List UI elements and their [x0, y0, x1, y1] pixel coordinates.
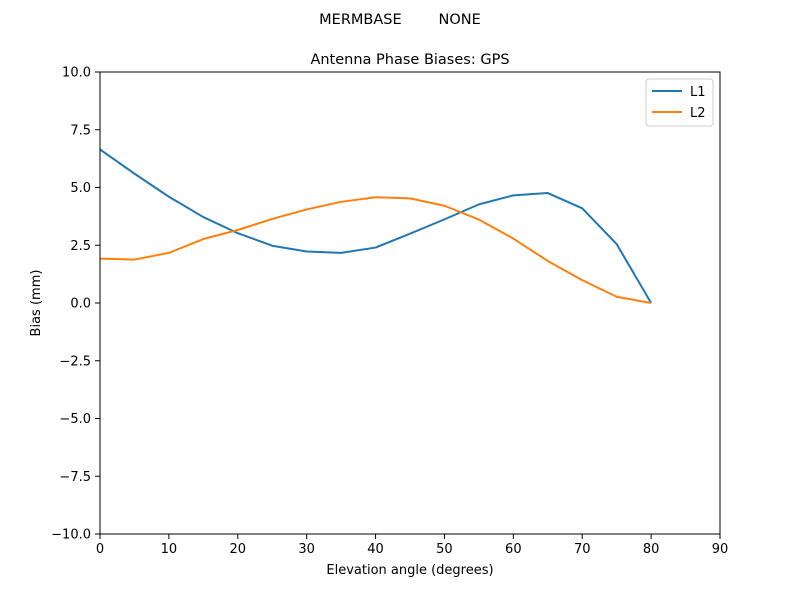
x-axis-label: Elevation angle (degrees): [326, 563, 493, 578]
x-tick-label: 10: [161, 542, 178, 557]
y-tick-label: −2.5: [59, 354, 91, 369]
series-line-l1: [99, 148, 652, 304]
y-tick-label: 7.5: [70, 123, 91, 138]
series-line-l2: [99, 196, 652, 304]
x-tick-label: 80: [643, 542, 660, 557]
x-tick-label: 50: [436, 542, 453, 557]
y-axis-ticks: −10.0 −7.5 −5.0 −2.5 0.0 2.5 5.0 7.5 10.0: [51, 66, 100, 543]
x-tick-label: 90: [712, 542, 729, 557]
y-tick-label: 0.0: [70, 297, 91, 312]
y-tick-label: −7.5: [59, 470, 91, 485]
plot-frame: [99, 71, 721, 535]
y-axis-label: Bias (mm): [29, 270, 44, 337]
x-tick-label: 40: [367, 542, 384, 557]
legend-label-l1: L1: [690, 85, 706, 100]
x-tick-label: 30: [298, 542, 315, 557]
y-tick-label: −5.0: [59, 412, 91, 427]
legend-label-l2: L2: [690, 106, 706, 121]
x-tick-label: 70: [574, 542, 591, 557]
figure-suptitle: MERMBASE NONE: [319, 12, 481, 28]
y-tick-label: 5.0: [70, 181, 91, 196]
x-tick-label: 0: [96, 542, 104, 557]
y-tick-label: 10.0: [62, 66, 91, 81]
x-tick-label: 20: [230, 542, 247, 557]
series-layer: [99, 148, 652, 304]
x-axis-ticks: 0 10 20 30 40 50 60 70 80 90: [96, 534, 728, 557]
x-tick-label: 60: [505, 542, 522, 557]
chart-title: Antenna Phase Biases: GPS: [310, 52, 509, 68]
y-tick-label: −10.0: [51, 528, 91, 543]
legend: L1 L2: [645, 78, 714, 127]
y-tick-label: 2.5: [70, 239, 91, 254]
